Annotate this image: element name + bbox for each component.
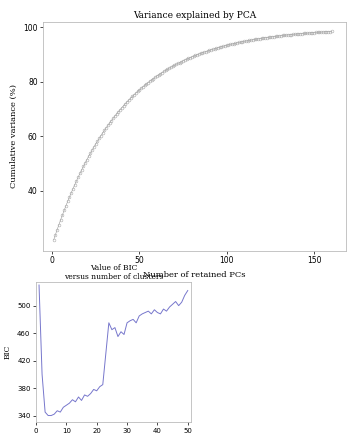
X-axis label: Number of retained PCs: Number of retained PCs xyxy=(143,271,246,279)
Title: Variance explained by PCA: Variance explained by PCA xyxy=(133,11,256,20)
Y-axis label: Cumulative variance (%): Cumulative variance (%) xyxy=(10,84,18,188)
Title: Value of BIC
versus number of clusters: Value of BIC versus number of clusters xyxy=(64,264,163,281)
Y-axis label: BIC: BIC xyxy=(3,345,12,359)
